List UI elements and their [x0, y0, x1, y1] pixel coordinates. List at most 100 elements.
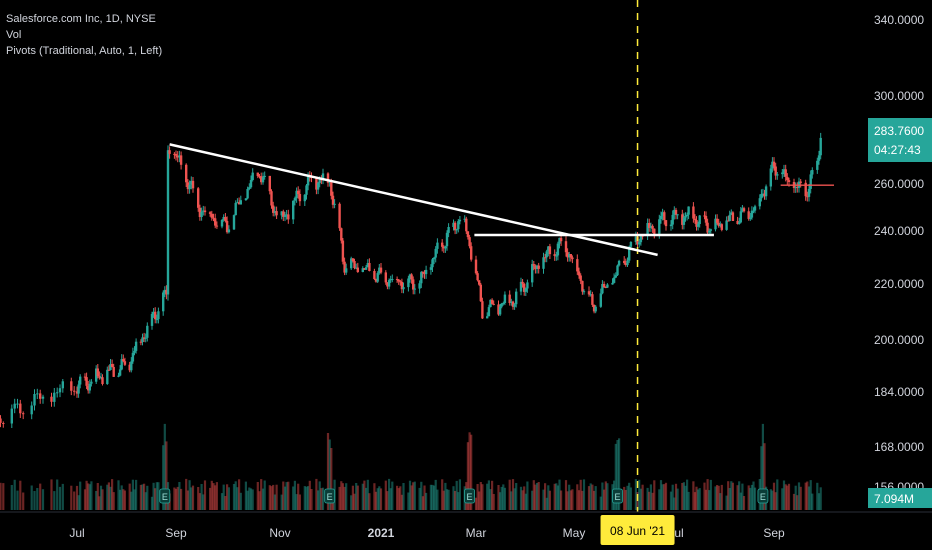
volume-bar	[519, 486, 523, 510]
candle	[432, 256, 436, 265]
volume-bar	[340, 481, 343, 510]
candle	[378, 264, 381, 275]
candle	[77, 380, 80, 398]
volume-bar	[209, 487, 212, 510]
volume-bar	[526, 481, 529, 510]
candle	[521, 279, 524, 288]
volume-bar	[497, 485, 500, 510]
volume-bar	[188, 480, 191, 510]
candle	[758, 194, 761, 210]
candle	[10, 404, 13, 428]
candle	[165, 285, 168, 300]
volume-bar	[376, 488, 379, 510]
candle	[413, 284, 416, 295]
candle	[764, 184, 768, 200]
volume-bar	[386, 491, 389, 510]
time-tick-label: Sep	[763, 526, 785, 540]
candle	[90, 379, 93, 387]
candle	[234, 200, 237, 216]
candle	[431, 258, 434, 272]
candle	[661, 208, 664, 221]
volume-bar	[256, 482, 259, 510]
volume-bar	[784, 484, 787, 510]
candle	[85, 372, 88, 390]
candle	[225, 216, 229, 234]
symbol-title[interactable]: Salesforce.com Inc, 1D, NYSE	[6, 13, 156, 25]
candle	[664, 220, 668, 231]
candle	[58, 384, 62, 398]
volume-bar	[429, 484, 432, 510]
candle	[809, 170, 812, 194]
volume-bar	[420, 481, 423, 510]
candle	[200, 207, 203, 221]
volume-bar	[431, 484, 434, 510]
volume-bar	[273, 494, 276, 510]
candle	[130, 357, 133, 373]
volume-bar	[510, 491, 513, 510]
pivots-indicator-label[interactable]: Pivots (Traditional, Auto, 1, Left)	[6, 45, 163, 57]
volume-bar	[402, 483, 405, 510]
volume-bar	[368, 493, 371, 510]
time-tick-label: Mar	[466, 526, 487, 540]
drawings[interactable]	[169, 0, 834, 512]
volume-bar	[614, 443, 617, 510]
candle	[599, 288, 602, 308]
volume-bar	[200, 484, 203, 510]
candle	[577, 267, 581, 279]
time-tick-label: Sep	[165, 526, 187, 540]
candle	[400, 278, 404, 294]
candle	[110, 359, 114, 368]
volume-bar	[232, 484, 236, 510]
candle	[490, 298, 494, 305]
volume-bar	[653, 480, 656, 510]
volume-bar	[671, 484, 674, 510]
volume-bar	[704, 489, 708, 510]
candle	[122, 354, 125, 363]
candle	[353, 258, 356, 270]
candle	[673, 206, 676, 220]
volume-bar	[248, 487, 251, 510]
volume-bar	[686, 479, 689, 510]
candle	[568, 251, 571, 262]
volume-bar	[107, 482, 110, 510]
earnings-icon: E	[159, 488, 171, 504]
candle	[648, 218, 651, 232]
candle	[33, 389, 36, 411]
candle	[513, 303, 516, 310]
volume-bar	[50, 479, 53, 510]
volume-bar	[720, 484, 723, 510]
volume-bar	[616, 440, 619, 510]
candle	[418, 280, 421, 294]
volume-bar	[222, 484, 225, 510]
volume-bar	[244, 481, 247, 510]
volume-bar	[548, 490, 551, 510]
volume-bar	[39, 483, 42, 510]
candle	[246, 186, 249, 200]
volume-bar	[190, 487, 193, 510]
svg-text:E: E	[327, 492, 333, 502]
volume-bar	[303, 486, 306, 510]
volume-bar	[649, 484, 652, 510]
volume-bar	[787, 483, 791, 510]
candle	[714, 214, 717, 232]
volume-bar	[287, 481, 290, 510]
candle	[118, 365, 122, 377]
candle	[649, 222, 653, 232]
volume-bar	[753, 487, 757, 510]
candle	[463, 215, 466, 223]
volume-bar	[641, 484, 644, 510]
candle	[208, 211, 212, 217]
volume-bar	[227, 487, 230, 510]
candle	[651, 224, 654, 233]
candle	[519, 277, 523, 296]
volume-bar	[425, 492, 428, 510]
volume-indicator-label[interactable]: Vol	[6, 29, 22, 41]
svg-text:E: E	[614, 492, 620, 502]
candle	[478, 280, 481, 286]
volume-bar	[741, 483, 744, 510]
volume-bar	[260, 479, 263, 510]
volume-value-label: 7.094M	[874, 492, 914, 506]
candle	[98, 371, 101, 380]
candle	[474, 255, 478, 275]
